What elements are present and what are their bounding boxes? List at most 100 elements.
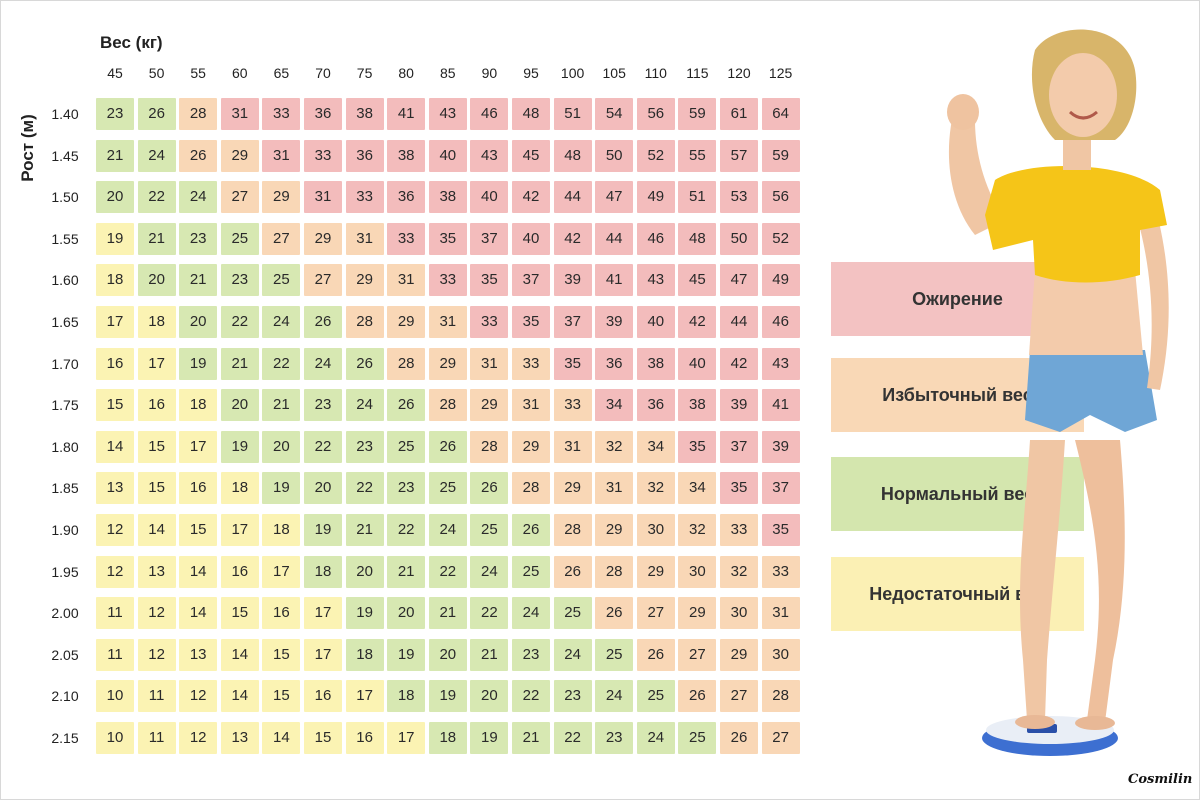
bmi-cell: 17 (387, 722, 426, 754)
bmi-cell: 33 (720, 514, 758, 546)
bmi-cell: 29 (595, 514, 634, 546)
bmi-cell: 22 (345, 472, 384, 505)
bmi-cell: 21 (137, 222, 176, 255)
bmi-cell: 30 (720, 597, 758, 630)
bmi-cell: 42 (553, 222, 592, 255)
bmi-cell: 33 (345, 181, 384, 214)
bmi-cell: 21 (345, 514, 384, 546)
height-label: 1.60 (51, 272, 79, 289)
bmi-cell: 18 (428, 722, 467, 754)
bmi-cell: 37 (470, 222, 509, 255)
bmi-cell: 27 (220, 181, 259, 214)
bmi-cell: 10 (96, 722, 134, 754)
bmi-cell: 23 (512, 638, 550, 671)
bmi-cell: 21 (220, 347, 259, 380)
bmi-cell: 25 (595, 638, 634, 671)
bmi-cell: 49 (761, 264, 800, 297)
bmi-cell: 38 (636, 347, 675, 380)
bmi-cell: 57 (720, 139, 758, 172)
woman-on-scale-illustration (947, 29, 1169, 756)
bmi-cell: 44 (720, 306, 758, 338)
bmi-cell: 29 (678, 597, 717, 630)
face (1049, 53, 1117, 137)
bmi-cell: 32 (720, 555, 758, 588)
bmi-cell: 17 (304, 638, 342, 671)
bmi-cell: 41 (761, 389, 800, 422)
bmi-cell: 27 (761, 722, 800, 754)
bmi-cell: 34 (678, 472, 717, 505)
bmi-cell: 41 (595, 264, 634, 297)
bmi-cell: 46 (470, 98, 509, 130)
bmi-cell: 29 (428, 347, 467, 380)
bmi-cell: 33 (304, 139, 342, 172)
bmi-cell: 28 (179, 98, 218, 130)
bmi-cell: 20 (96, 181, 134, 214)
bmi-cell: 27 (304, 264, 342, 297)
bmi-cell: 43 (470, 139, 509, 172)
bmi-cell: 20 (387, 597, 426, 630)
bmi-cell: 31 (553, 430, 592, 463)
bmi-cell: 49 (636, 181, 675, 214)
height-label: 2.00 (51, 605, 79, 622)
bmi-cell: 32 (678, 514, 717, 546)
bmi-cell: 22 (220, 306, 259, 338)
bmi-cell: 32 (636, 472, 675, 505)
height-label: 1.40 (51, 106, 79, 122)
bmi-cell: 20 (220, 389, 259, 422)
denim-shorts (1025, 350, 1157, 432)
bmi-cell: 31 (387, 264, 426, 297)
bmi-cell: 25 (262, 264, 301, 297)
bmi-cell: 38 (345, 98, 384, 130)
bmi-cell: 34 (595, 389, 634, 422)
height-label: 1.80 (51, 438, 79, 455)
bmi-cell: 18 (179, 389, 218, 422)
bmi-cell: 17 (96, 306, 134, 338)
bmi-cell: 44 (553, 181, 592, 214)
bmi-cell: 16 (262, 597, 301, 630)
bmi-cell: 50 (595, 139, 634, 172)
bmi-cell: 45 (678, 264, 717, 297)
bmi-cell: 31 (595, 472, 634, 505)
right-foot (1075, 716, 1115, 730)
left-leg (1020, 440, 1065, 720)
bmi-cell: 36 (345, 139, 384, 172)
bmi-cell: 47 (595, 181, 634, 214)
bmi-cell: 39 (595, 306, 634, 338)
bmi-cell: 31 (262, 139, 301, 172)
bmi-cell: 31 (761, 597, 800, 630)
bmi-cell: 18 (345, 638, 384, 671)
bmi-cell: 29 (512, 430, 550, 463)
bmi-cell: 26 (137, 98, 176, 130)
bmi-cell: 59 (761, 139, 800, 172)
bmi-cell: 30 (678, 555, 717, 588)
bmi-cell: 11 (96, 638, 134, 671)
bmi-cell: 39 (720, 389, 758, 422)
bmi-cell: 19 (304, 514, 342, 546)
bmi-cell: 12 (137, 638, 176, 671)
weight-label: 115 (686, 65, 709, 81)
bmi-cell: 23 (179, 222, 218, 255)
bmi-cell: 25 (553, 597, 592, 630)
bmi-cell: 43 (636, 264, 675, 297)
bmi-cell: 18 (137, 306, 176, 338)
bmi-cell: 24 (512, 597, 550, 630)
bmi-cell: 20 (262, 430, 301, 463)
bmi-cell: 21 (512, 722, 550, 754)
bmi-cell: 22 (512, 680, 550, 713)
bmi-cell: 50 (720, 222, 758, 255)
bmi-cell: 22 (304, 430, 342, 463)
yellow-top (985, 166, 1167, 283)
bmi-cell: 28 (345, 306, 384, 338)
bmi-cell: 14 (220, 638, 259, 671)
bmi-cell: 27 (678, 638, 717, 671)
bmi-cell: 16 (137, 389, 176, 422)
bmi-cell: 38 (387, 139, 426, 172)
bmi-cell: 33 (553, 389, 592, 422)
bmi-cell: 44 (595, 222, 634, 255)
bmi-cell: 24 (428, 514, 467, 546)
bmi-cell: 55 (678, 139, 717, 172)
height-label: 1.75 (51, 397, 79, 414)
bmi-cell: 20 (137, 264, 176, 297)
bmi-cell: 48 (678, 222, 717, 255)
bmi-cell: 26 (387, 389, 426, 422)
